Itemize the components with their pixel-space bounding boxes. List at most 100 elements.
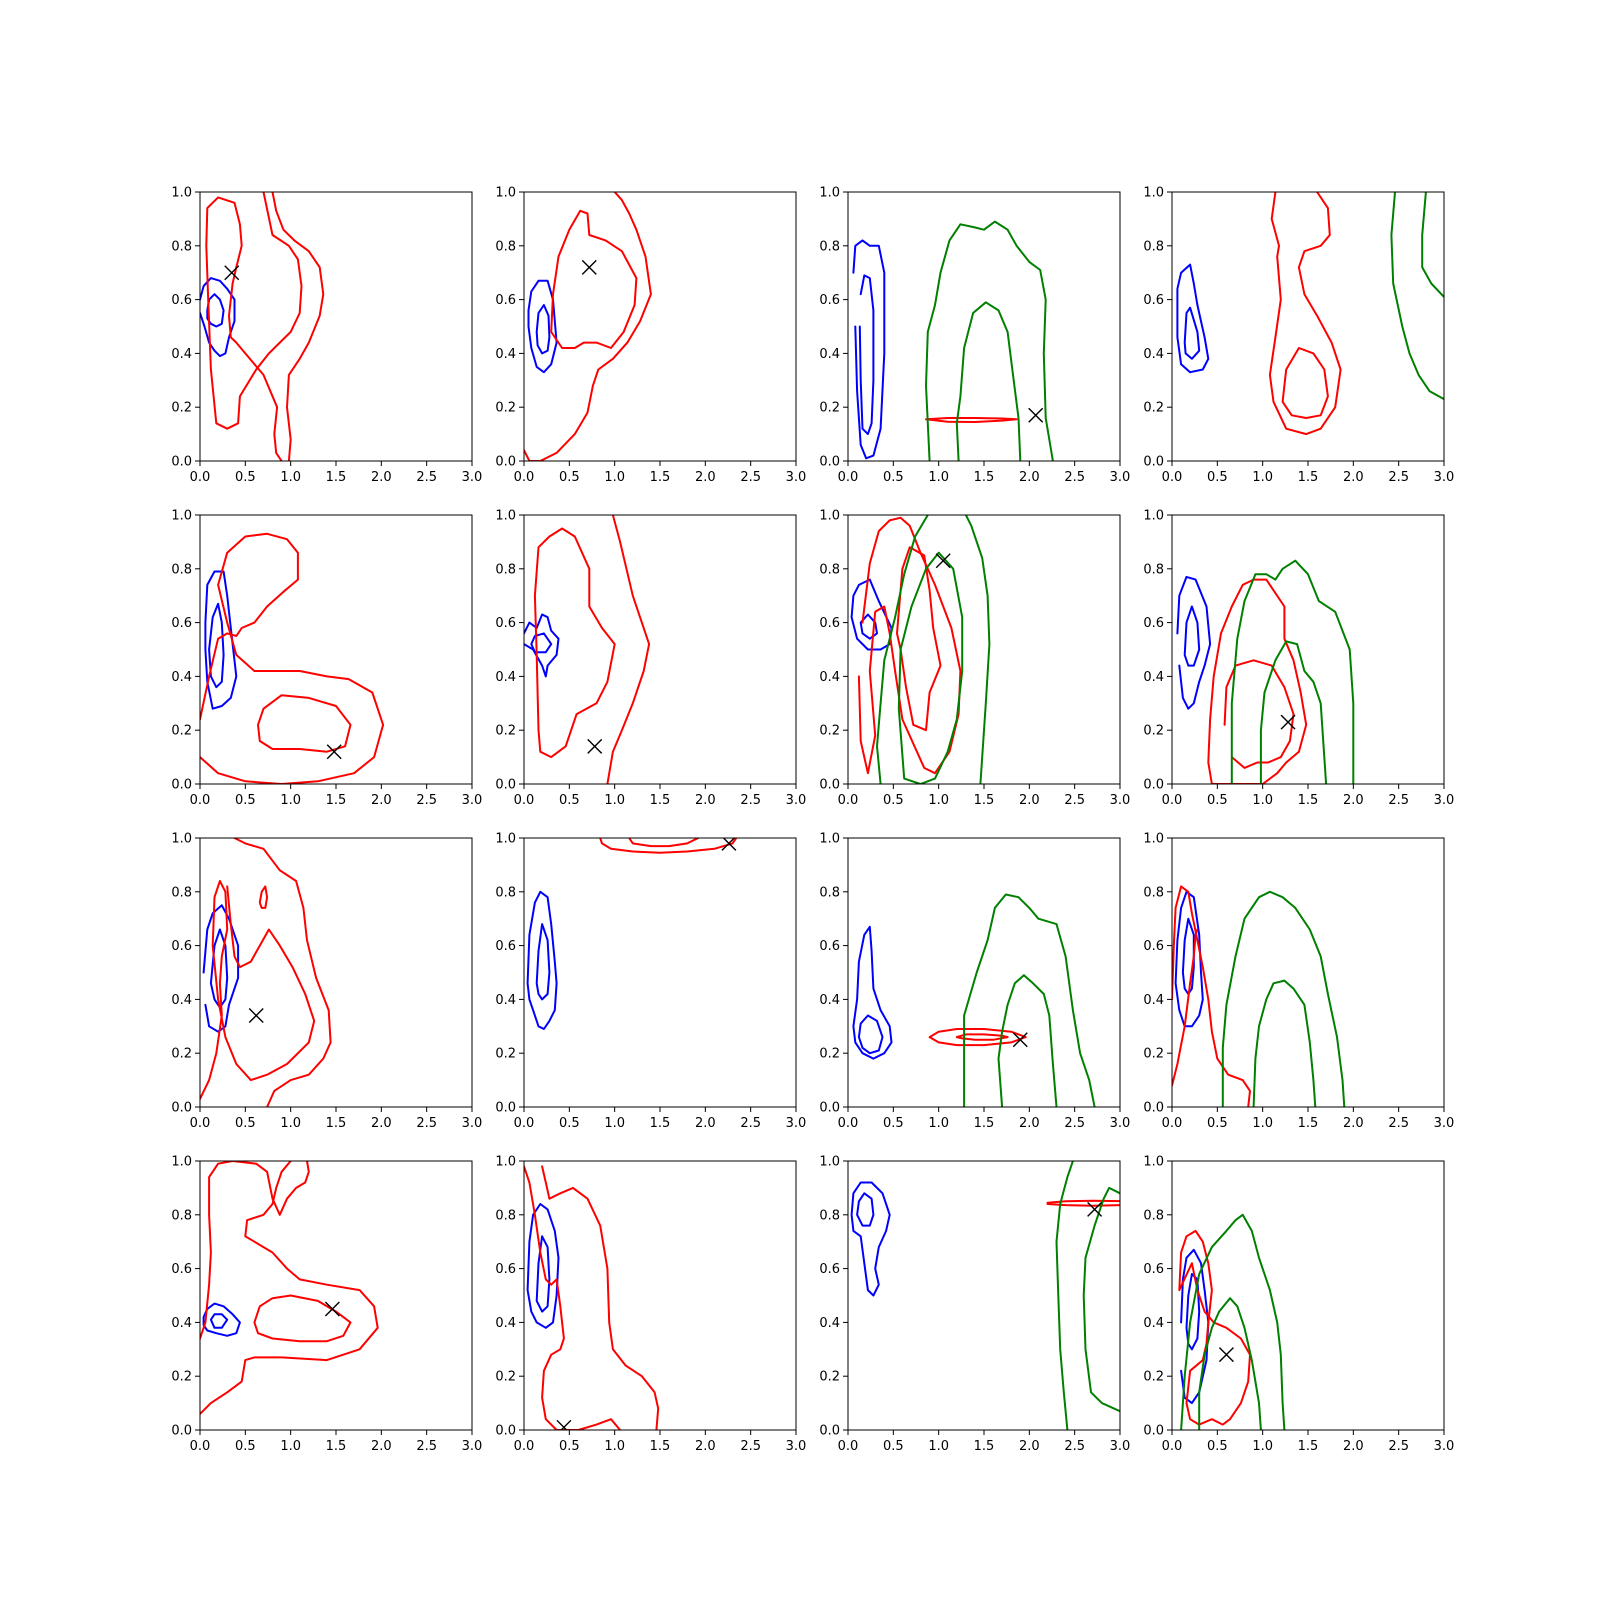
x-tick-label: 1.5	[650, 1439, 671, 1454]
y-tick-label: 1.0	[1143, 1155, 1164, 1170]
green-contour-level-2	[1198, 1297, 1262, 1430]
y-tick-label: 1.0	[819, 509, 840, 524]
x-tick-label: 2.0	[1343, 1116, 1364, 1131]
x-marker-stroke-b	[324, 1301, 340, 1317]
x-tick-label: 2.0	[695, 1116, 716, 1131]
blue-contour-level-1	[1176, 575, 1212, 710]
subplot-2-3: 0.0 0.5 1.0 1.5 2.0 2.5 3.0 0.0 0.2 0.4 0.6 0.8 1.0	[819, 509, 1130, 809]
x-tick-label: 0.0	[838, 793, 859, 808]
x-tick-label: 1.0	[280, 470, 301, 485]
x-tick-label: 1.5	[974, 793, 995, 808]
y-tick-label: 0.6	[171, 939, 192, 954]
x-tick-label: 3.0	[786, 1439, 807, 1454]
y-tick-label: 0.8	[495, 1208, 516, 1223]
plot-area	[852, 893, 1096, 1107]
y-tick-label: 0.4	[495, 347, 516, 362]
blue-contour-level-2	[1183, 605, 1201, 667]
green-contour-level-1	[1180, 1213, 1286, 1430]
plot-area	[526, 838, 738, 1030]
x-tick-label: 0.5	[883, 793, 904, 808]
blue-contour-level-2	[209, 1313, 229, 1329]
x-tick-label: 1.0	[928, 1439, 949, 1454]
x-tick-label: 3.0	[462, 1439, 483, 1454]
x-tick-label: 1.0	[280, 1439, 301, 1454]
blue-contour-level-2	[1185, 1273, 1201, 1351]
x-tick-label: 0.0	[838, 1116, 859, 1131]
x-tick-label: 2.0	[1019, 470, 1040, 485]
x-tick-label: 3.0	[786, 1116, 807, 1131]
blue-contour-level-2	[1183, 306, 1201, 360]
x-tick-label: 0.5	[883, 1116, 904, 1131]
y-tick-label: 0.8	[171, 1208, 192, 1223]
green-contour-level-2	[997, 974, 1058, 1107]
blue-contour-level-1	[852, 925, 893, 1060]
y-tick-label: 0.0	[1143, 455, 1164, 470]
x-marker-stroke-b	[721, 838, 736, 851]
x-tick-label: 2.0	[371, 1116, 392, 1131]
x-tick-label: 3.0	[1434, 1439, 1455, 1454]
y-tick-label: 0.6	[495, 1262, 516, 1277]
y-tick-label: 0.8	[1143, 562, 1164, 577]
y-tick-label: 0.8	[171, 562, 192, 577]
y-tick-label: 0.4	[171, 670, 192, 685]
subplot-4-2: 0.0 0.5 1.0 1.5 2.0 2.5 3.0 0.0 0.2 0.4 0.6 0.8 1.0	[495, 1155, 806, 1455]
y-tick-label: 1.0	[495, 1155, 516, 1170]
x-tick-label: 2.5	[1388, 470, 1409, 485]
green-contour-level-1	[1055, 1161, 1074, 1430]
subplot-grid: 0.0 0.5 1.0 1.5 2.0 2.5 3.0 0.0 0.2 0.4 0.6 0.8 1.0 0…	[171, 186, 1454, 1455]
y-tick-label: 0.6	[1143, 616, 1164, 631]
red-contour-level-1	[550, 209, 638, 349]
x-marker-stroke-b	[587, 738, 603, 754]
x-tick-label: 0.0	[190, 470, 211, 485]
red-contour-level-3	[258, 885, 269, 909]
x-tick-label: 3.0	[786, 793, 807, 808]
x-tick-label: 0.0	[838, 1439, 859, 1454]
x-tick-label: 0.0	[838, 470, 859, 485]
subplot-4-4: 0.0 0.5 1.0 1.5 2.0 2.5 3.0 0.0 0.2 0.4 0.6 0.8 1.0	[1143, 1155, 1454, 1455]
x-tick-label: 0.5	[559, 793, 580, 808]
x-tick-label: 2.0	[695, 470, 716, 485]
blue-contour-level-2	[535, 304, 551, 355]
y-tick-label: 1.0	[171, 1155, 192, 1170]
y-tick-label: 1.0	[495, 509, 516, 524]
y-tick-label: 0.4	[171, 347, 192, 362]
y-tick-label: 1.0	[819, 1155, 840, 1170]
y-tick-label: 0.2	[1143, 724, 1164, 739]
x-tick-label: 2.5	[1388, 793, 1409, 808]
y-tick-label: 0.0	[819, 1101, 840, 1116]
x-tick-label: 2.0	[695, 1439, 716, 1454]
y-tick-label: 0.8	[171, 239, 192, 254]
x-tick-label: 2.5	[416, 1116, 437, 1131]
x-tick-label: 0.0	[1162, 1439, 1183, 1454]
plot-area	[200, 532, 385, 784]
red-contour-level-1	[1046, 1199, 1120, 1204]
y-tick-label: 0.6	[819, 616, 840, 631]
x-marker-stroke-b	[581, 259, 597, 275]
subplot-4-3: 0.0 0.5 1.0 1.5 2.0 2.5 3.0 0.0 0.2 0.4 0.6 0.8 1.0	[819, 1155, 1130, 1455]
x-tick-label: 1.0	[604, 793, 625, 808]
subplot-4-1: 0.0 0.5 1.0 1.5 2.0 2.5 3.0 0.0 0.2 0.4 0.6 0.8 1.0	[171, 1155, 482, 1455]
x-tick-label: 1.5	[1298, 793, 1319, 808]
y-tick-label: 0.4	[495, 993, 516, 1008]
y-tick-label: 0.0	[171, 455, 192, 470]
green-contour-level-3	[897, 551, 964, 784]
x-tick-label: 2.5	[740, 470, 761, 485]
x-tick-label: 0.5	[559, 1116, 580, 1131]
y-tick-label: 0.6	[495, 939, 516, 954]
x-marker-stroke-b	[326, 744, 342, 760]
x-tick-label: 0.5	[559, 470, 580, 485]
red-contour-level-2	[200, 1161, 379, 1415]
x-tick-label: 1.5	[974, 1439, 995, 1454]
x-tick-label: 0.0	[1162, 793, 1183, 808]
x-marker	[556, 1419, 572, 1430]
y-tick-label: 0.6	[171, 1262, 192, 1277]
y-tick-label: 0.8	[495, 562, 516, 577]
green-contour-level-1	[876, 515, 929, 784]
green-contour-level-2	[955, 301, 1022, 461]
red-contour-level-1	[200, 1161, 310, 1340]
plot-area	[524, 1165, 660, 1430]
x-tick-label: 2.5	[416, 1439, 437, 1454]
blue-contour-level-2	[209, 928, 229, 1009]
blue-contour-level-2	[1181, 917, 1195, 995]
blue-contour-level-1	[527, 279, 558, 374]
